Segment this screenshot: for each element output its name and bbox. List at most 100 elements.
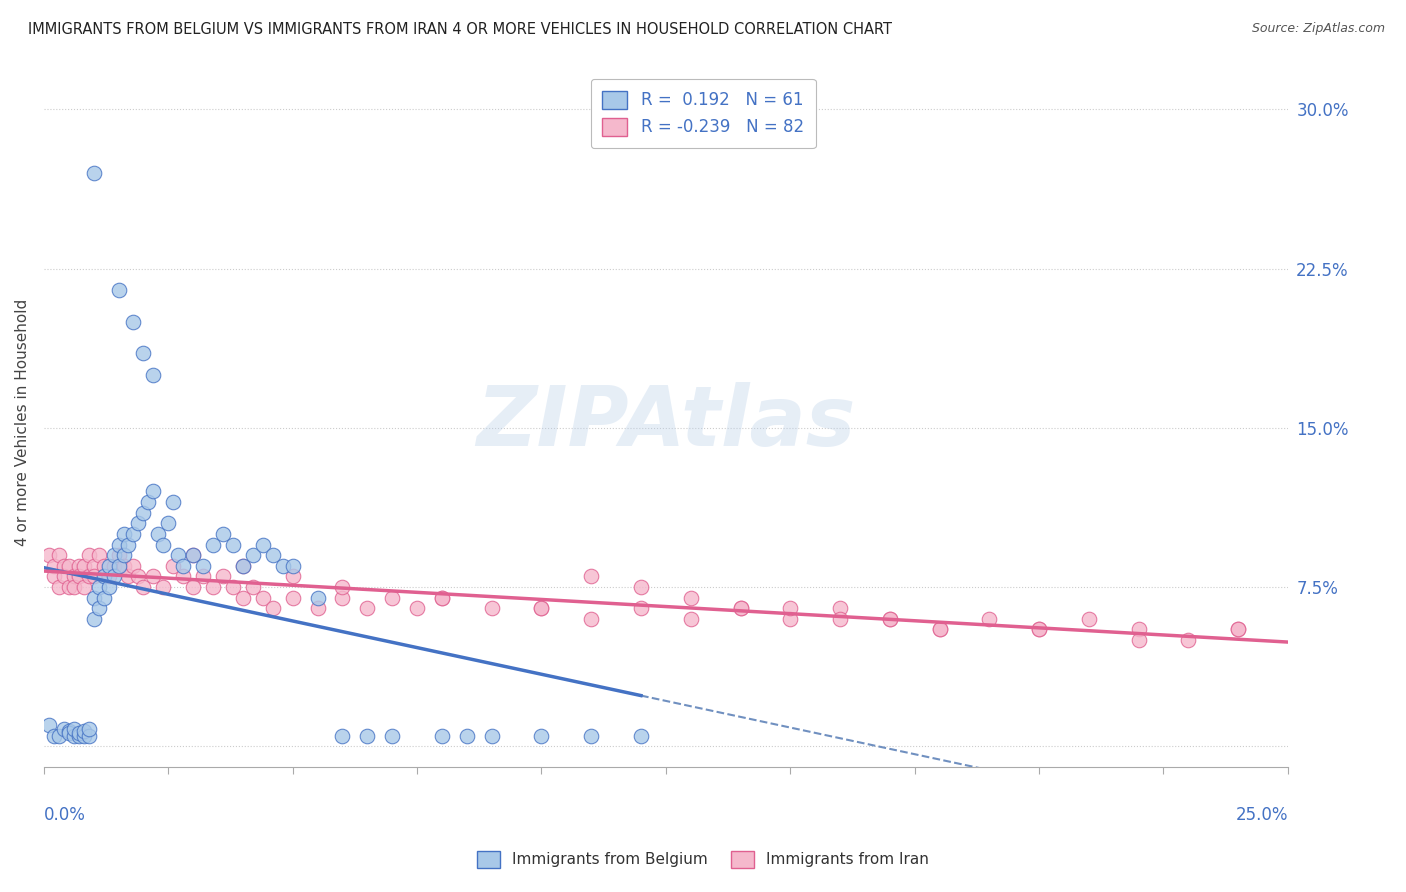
Point — [62, 729, 84, 743]
Y-axis label: 4 or more Vehicles in Household: 4 or more Vehicles in Household — [15, 299, 30, 546]
Point — [138, 495, 160, 509]
Point — [1128, 633, 1150, 648]
Point — [191, 569, 214, 583]
Point — [1128, 623, 1150, 637]
Point — [630, 580, 652, 594]
Point — [52, 558, 75, 573]
Point — [430, 591, 453, 605]
Point — [232, 591, 254, 605]
Point — [48, 729, 70, 743]
Text: 0.0%: 0.0% — [44, 805, 86, 823]
Point — [107, 548, 129, 562]
Point — [406, 601, 429, 615]
Point — [42, 569, 65, 583]
Point — [52, 723, 75, 737]
Point — [48, 580, 70, 594]
Point — [132, 346, 155, 360]
Point — [481, 729, 503, 743]
Point — [142, 484, 165, 499]
Point — [1028, 623, 1050, 637]
Point — [430, 729, 453, 743]
Point — [1077, 612, 1099, 626]
Point — [73, 580, 96, 594]
Point — [152, 537, 174, 551]
Point — [191, 558, 214, 573]
Point — [87, 548, 110, 562]
Point — [42, 558, 65, 573]
Point — [112, 548, 135, 562]
Point — [679, 612, 702, 626]
Point — [430, 591, 453, 605]
Point — [132, 506, 155, 520]
Point — [87, 601, 110, 615]
Point — [630, 601, 652, 615]
Point — [83, 166, 105, 180]
Text: Source: ZipAtlas.com: Source: ZipAtlas.com — [1251, 22, 1385, 36]
Point — [122, 527, 145, 541]
Point — [730, 601, 752, 615]
Point — [281, 569, 304, 583]
Point — [232, 558, 254, 573]
Point — [1177, 633, 1199, 648]
Point — [252, 537, 274, 551]
Point — [1227, 623, 1250, 637]
Point — [132, 580, 155, 594]
Point — [581, 569, 603, 583]
Point — [779, 601, 801, 615]
Point — [77, 723, 100, 737]
Point — [77, 729, 100, 743]
Point — [1227, 623, 1250, 637]
Point — [202, 580, 225, 594]
Point — [83, 612, 105, 626]
Point — [481, 601, 503, 615]
Point — [38, 718, 60, 732]
Point — [122, 558, 145, 573]
Point — [281, 591, 304, 605]
Point — [979, 612, 1001, 626]
Point — [928, 623, 950, 637]
Point — [87, 580, 110, 594]
Point — [67, 569, 90, 583]
Point — [58, 580, 80, 594]
Text: IMMIGRANTS FROM BELGIUM VS IMMIGRANTS FROM IRAN 4 OR MORE VEHICLES IN HOUSEHOLD : IMMIGRANTS FROM BELGIUM VS IMMIGRANTS FR… — [28, 22, 893, 37]
Point — [77, 569, 100, 583]
Point — [530, 729, 553, 743]
Point — [271, 558, 294, 573]
Point — [62, 723, 84, 737]
Point — [162, 558, 184, 573]
Point — [122, 315, 145, 329]
Point — [232, 558, 254, 573]
Point — [62, 580, 84, 594]
Point — [456, 729, 478, 743]
Point — [828, 612, 851, 626]
Point — [107, 558, 129, 573]
Point — [83, 558, 105, 573]
Point — [730, 601, 752, 615]
Point — [332, 580, 354, 594]
Point — [879, 612, 901, 626]
Point — [581, 729, 603, 743]
Point — [222, 537, 245, 551]
Point — [73, 558, 96, 573]
Point — [103, 548, 125, 562]
Point — [212, 527, 235, 541]
Point — [181, 548, 204, 562]
Point — [262, 601, 284, 615]
Point — [48, 548, 70, 562]
Point — [142, 368, 165, 382]
Point — [148, 527, 170, 541]
Point — [62, 569, 84, 583]
Point — [242, 580, 264, 594]
Point — [77, 548, 100, 562]
Point — [381, 591, 404, 605]
Point — [581, 612, 603, 626]
Point — [52, 569, 75, 583]
Point — [530, 601, 553, 615]
Point — [630, 729, 652, 743]
Point — [58, 724, 80, 739]
Point — [242, 548, 264, 562]
Point — [152, 580, 174, 594]
Point — [222, 580, 245, 594]
Point — [162, 495, 184, 509]
Point — [42, 729, 65, 743]
